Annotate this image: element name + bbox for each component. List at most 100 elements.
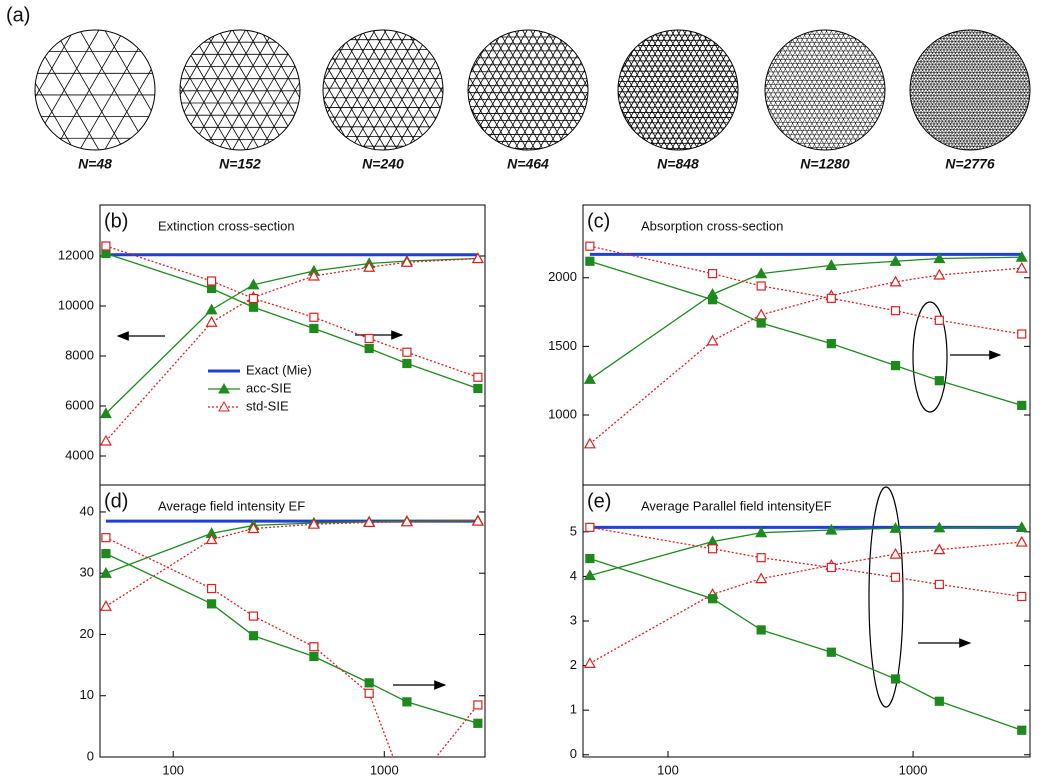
mesh <box>745 8 907 172</box>
mesh-line <box>460 60 520 164</box>
mesh-line <box>363 32 423 136</box>
square-marker <box>474 719 482 727</box>
mesh-line <box>532 58 592 162</box>
mesh-outline <box>180 30 300 150</box>
series-line <box>106 246 478 377</box>
mesh-line <box>526 54 586 158</box>
square-marker <box>709 270 717 278</box>
mesh-line <box>42 25 102 129</box>
mesh-line <box>346 42 406 146</box>
mesh-line <box>789 34 849 138</box>
y-tick-label: 12000 <box>58 247 94 262</box>
panel-label: (b) <box>104 210 128 232</box>
series-line <box>106 521 478 574</box>
mesh-line <box>767 54 827 158</box>
square-marker <box>403 698 411 706</box>
series-line <box>590 261 1022 405</box>
mesh-line <box>79 30 139 134</box>
square-marker <box>310 313 318 321</box>
panel-frame <box>583 485 1030 757</box>
mesh-line <box>478 26 538 130</box>
mesh-line <box>514 29 574 133</box>
mesh-line <box>502 40 562 144</box>
mesh-line <box>818 25 878 129</box>
mesh-line <box>526 22 586 126</box>
mesh-line <box>825 55 885 159</box>
triangle-marker <box>756 574 766 583</box>
y-tick-label: 1500 <box>548 338 577 353</box>
square-marker <box>102 534 110 542</box>
square-marker <box>249 632 257 640</box>
mesh <box>888 8 1046 172</box>
panel-frame <box>583 205 1030 485</box>
y-tick-label: 30 <box>80 565 94 580</box>
mesh-line <box>745 67 805 171</box>
mesh-line <box>753 14 813 118</box>
square-marker <box>1018 401 1026 409</box>
mesh <box>304 8 465 172</box>
triangle-marker <box>101 601 111 610</box>
series-line <box>106 538 478 779</box>
y-tick-label: 0 <box>87 748 94 763</box>
square-marker <box>102 242 110 250</box>
y-tick-label: 10 <box>80 687 94 702</box>
square-marker <box>474 373 482 381</box>
square-marker <box>757 626 765 634</box>
mesh-line <box>825 21 885 125</box>
mesh-line <box>803 43 863 147</box>
series-line <box>590 246 1022 334</box>
triangle-marker <box>585 658 595 667</box>
square-marker <box>935 697 943 705</box>
panel-label: (c) <box>587 210 610 232</box>
mesh-line <box>508 44 568 148</box>
mesh-line <box>397 13 457 117</box>
square-marker <box>208 285 216 293</box>
panel-label: (d) <box>104 490 128 512</box>
triangle-marker <box>756 310 766 319</box>
triangle-marker <box>207 317 217 326</box>
square-marker <box>935 316 943 324</box>
mesh-line <box>544 65 604 169</box>
panel-title: Extinction cross-section <box>158 218 295 233</box>
square-marker <box>827 340 835 348</box>
square-marker <box>757 554 765 562</box>
mesh-line <box>23 14 83 118</box>
mesh-line <box>329 52 389 156</box>
square-marker <box>827 563 835 571</box>
square-marker <box>892 573 900 581</box>
square-marker <box>249 612 257 620</box>
mesh-line <box>811 47 871 151</box>
x-tick-label: 100 <box>657 762 679 777</box>
y-tick-label: 8000 <box>65 347 94 362</box>
mesh-line <box>496 37 556 141</box>
y-tick-label: 5 <box>570 523 577 538</box>
square-marker <box>310 653 318 661</box>
series-line <box>106 521 478 606</box>
mesh-line <box>490 33 550 137</box>
mesh-line <box>782 46 842 150</box>
mesh-outline <box>468 30 588 150</box>
mesh-line <box>42 51 102 155</box>
mesh-line <box>79 46 139 150</box>
triangle-marker <box>708 336 718 345</box>
y-tick-label: 1 <box>570 702 577 717</box>
square-marker <box>1018 726 1026 734</box>
panel-frame <box>100 205 485 485</box>
mesh-line <box>803 33 863 137</box>
mesh <box>23 8 177 172</box>
mesh-line <box>453 64 513 168</box>
square-marker <box>208 600 216 608</box>
y-tick-label: 3 <box>570 612 577 627</box>
square-marker <box>892 362 900 370</box>
mesh-line <box>782 30 842 134</box>
figure: (a)N=48N=152N=240N=464N=848N=1280N=2776(… <box>0 0 1046 779</box>
mesh-line <box>466 57 526 161</box>
x-tick-label: 100 <box>162 762 184 777</box>
series-line <box>590 527 1022 575</box>
triangle-marker <box>207 305 217 314</box>
triangle-marker <box>1017 263 1027 272</box>
mesh-outline <box>618 30 738 150</box>
mesh-line <box>313 15 373 119</box>
mesh-label: N=848 <box>657 156 699 172</box>
mesh-label: N=152 <box>219 156 261 172</box>
